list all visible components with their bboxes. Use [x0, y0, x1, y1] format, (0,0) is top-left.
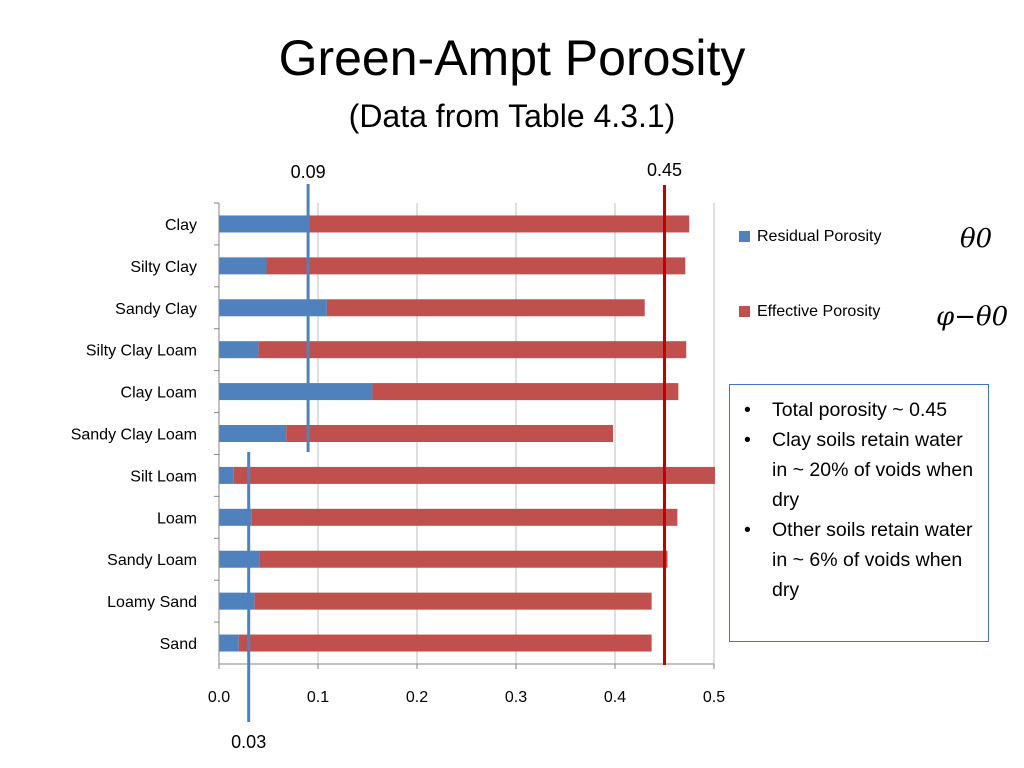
category-label: Clay: [165, 217, 197, 234]
category-label: Sand: [160, 636, 197, 653]
legend-label-residual: Residual Porosity: [757, 228, 882, 245]
bars: [219, 215, 715, 652]
category-label: Sandy Clay Loam: [71, 427, 197, 444]
bar-residual: [219, 634, 239, 652]
bar-effective: [238, 634, 652, 652]
bar-effective: [372, 383, 679, 401]
note-item: Other soils retain water in ~ 6% of void…: [744, 515, 978, 605]
legend-label-effective: Effective Porosity: [757, 303, 880, 320]
bar-residual: [219, 550, 260, 568]
axes: 0.0 0.1 0.2 0.3 0.4 0.5 Clay Silty Clay Sandy Cl…: [71, 202, 725, 706]
bar-effective: [258, 341, 687, 359]
x-tick-label: 0.5: [703, 689, 725, 706]
legend-swatch-effective: [739, 306, 750, 317]
bar-residual: [219, 299, 327, 317]
reference-label: 0.09: [291, 162, 326, 182]
category-label: Clay Loam: [121, 385, 197, 402]
x-tick-label: 0.0: [208, 689, 230, 706]
category-label: Sandy Clay: [115, 301, 197, 318]
bar-residual: [219, 257, 267, 275]
note-item: Clay soils retain water in ~ 20% of void…: [744, 425, 978, 515]
legend: Residual Porosity Effective Porosity θ0 …: [739, 224, 1008, 332]
notes-box: Total porosity ~ 0.45 Clay soils retain …: [729, 384, 989, 642]
x-tick-label: 0.1: [307, 689, 329, 706]
chart-title: Green-Ampt Porosity: [278, 30, 746, 86]
legend-swatch-residual: [739, 231, 750, 242]
bar-residual: [219, 466, 234, 484]
bar-effective: [233, 466, 715, 484]
chart-subtitle: (Data from Table 4.3.1): [348, 98, 676, 134]
reference-label: 0.03: [231, 732, 266, 752]
category-label: Sandy Loam: [107, 552, 197, 569]
x-tick-label: 0.3: [505, 689, 527, 706]
bar-effective: [254, 592, 652, 610]
note-item: Total porosity ~ 0.45: [744, 395, 978, 425]
category-label: Silty Clay: [130, 259, 197, 276]
bar-effective: [266, 257, 686, 275]
x-tick-label: 0.4: [604, 689, 626, 706]
bar-effective: [259, 550, 668, 568]
bar-effective: [286, 425, 614, 442]
bar-effective: [308, 215, 690, 233]
legend-symbol-residual-text: θ0: [960, 224, 992, 254]
bar-residual: [219, 341, 259, 359]
legend-symbol-residual: θ0: [960, 224, 992, 254]
bar-residual: [219, 592, 255, 610]
bar-residual: [219, 383, 373, 401]
bar-residual: [219, 215, 309, 233]
legend-symbol-effective: φ−θ0: [936, 302, 1008, 332]
category-label: Silt Loam: [130, 468, 197, 485]
bar-effective: [326, 299, 645, 317]
x-tick-label: 0.2: [406, 689, 428, 706]
category-label: Silty Clay Loam: [86, 343, 197, 360]
category-label: Loamy Sand: [107, 594, 197, 611]
bar-effective: [251, 508, 678, 526]
bar-residual: [219, 508, 252, 526]
notes-list: Total porosity ~ 0.45 Clay soils retain …: [744, 395, 978, 605]
legend-symbol-effective-text: φ−θ0: [936, 302, 1008, 332]
reference-label: 0.45: [647, 160, 682, 180]
reference-lines: 0.09 0.45 0.03: [231, 160, 682, 752]
category-label: Loam: [157, 510, 197, 527]
bar-residual: [219, 425, 287, 442]
